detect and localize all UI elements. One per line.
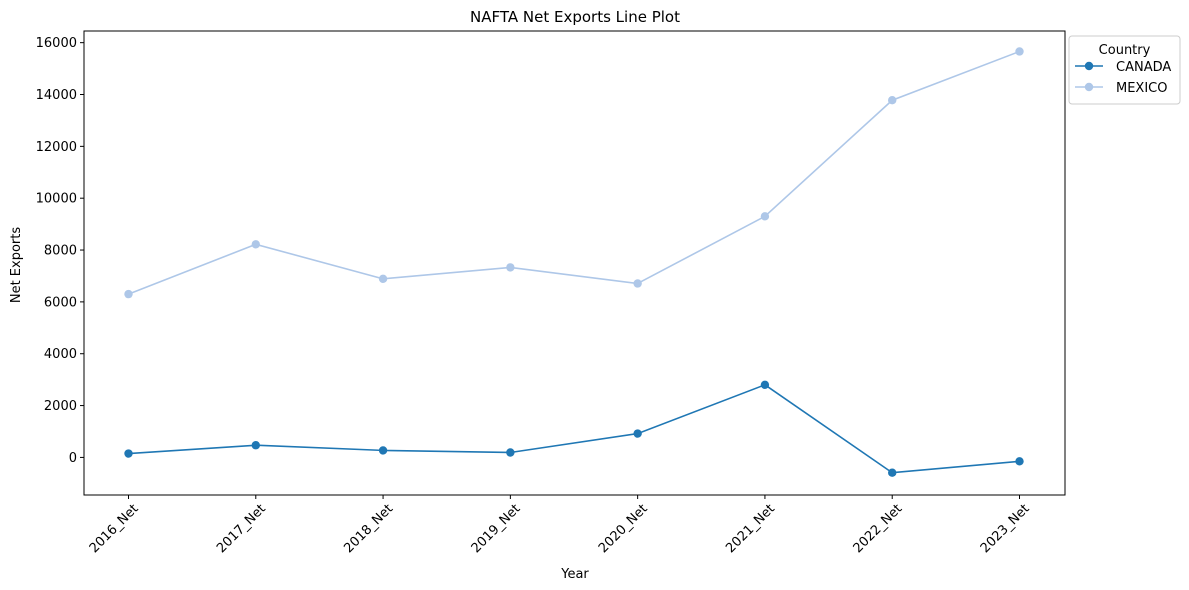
legend-marker-mexico: [1084, 82, 1094, 92]
data-point-mexico: [378, 274, 388, 284]
data-point-canada: [251, 441, 260, 450]
y-tick-label: 14000: [36, 88, 77, 103]
y-tick-label: 16000: [36, 36, 77, 51]
x-tick-label: 2022_Net: [851, 501, 906, 556]
x-tick-label: 2016_Net: [87, 501, 142, 556]
data-point-mexico: [888, 96, 897, 105]
data-point-canada: [506, 448, 515, 457]
plot-frame: [83, 30, 1066, 496]
y-tick-label: 8000: [44, 244, 77, 259]
data-point-canada: [1015, 457, 1024, 466]
data-point-canada: [760, 380, 770, 390]
y-tick-label: 4000: [44, 347, 77, 362]
data-point-canada: [124, 449, 133, 458]
data-point-mexico: [251, 240, 260, 249]
data-point-mexico: [1015, 47, 1024, 56]
data-point-canada: [378, 446, 388, 455]
y-tick-label: 6000: [44, 295, 77, 310]
series-line-mexico: [128, 50, 1020, 295]
x-tick-label: 2020_Net: [596, 501, 651, 556]
data-point-canada: [888, 468, 897, 477]
data-point-mexico: [506, 263, 515, 272]
data-point-mexico: [124, 289, 133, 299]
y-tick-label: 0: [69, 451, 77, 466]
legend-marker-canada: [1084, 61, 1094, 71]
chart-title: NAFTA Net Exports Line Plot: [470, 8, 680, 26]
series-line-canada: [128, 383, 1020, 474]
y-axis-label: Net Exports: [9, 227, 24, 304]
y-tick-label: 10000: [36, 192, 77, 207]
data-point-canada: [633, 429, 642, 438]
data-point-mexico: [633, 279, 642, 288]
legend-label-mexico: MEXICO: [1116, 81, 1167, 96]
x-tick-label: 2019_Net: [469, 501, 524, 556]
y-tick-label: 2000: [44, 399, 77, 414]
x-tick-label: 2023_Net: [978, 501, 1033, 556]
y-tick-label: 12000: [36, 140, 77, 155]
legend: Country CANADA MEXICO: [1068, 35, 1181, 105]
x-axis-label: Year: [560, 567, 589, 582]
x-tick-label: 2017_Net: [214, 501, 269, 556]
plot-area: 0 2000 4000 6000 8000 10000 12000 14000 16000 201…: [36, 36, 1033, 556]
legend-title: Country: [1099, 43, 1151, 58]
x-tick-label: 2018_Net: [341, 501, 396, 556]
legend-label-canada: CANADA: [1116, 60, 1171, 75]
data-point-mexico: [760, 212, 770, 221]
x-tick-label: 2021_Net: [723, 501, 778, 556]
